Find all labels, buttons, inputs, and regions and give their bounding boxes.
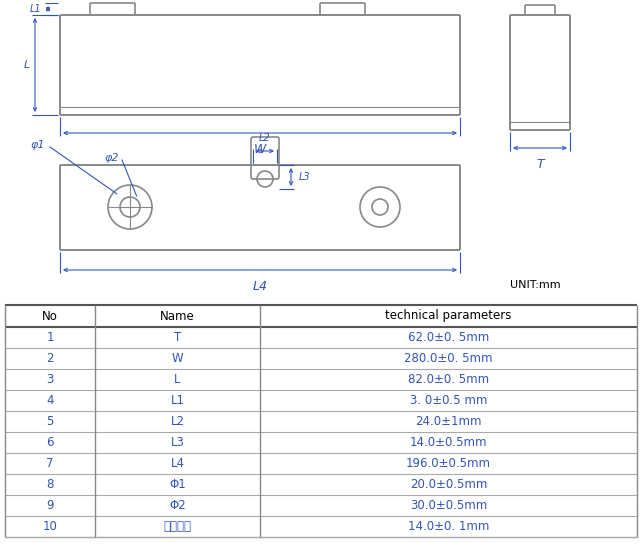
Text: No: No [42,310,58,323]
Text: 3: 3 [46,373,53,386]
Text: 62.0±0. 5mm: 62.0±0. 5mm [408,331,489,344]
Text: L4: L4 [170,457,185,470]
Text: L3: L3 [170,436,185,449]
Text: 24.0±1mm: 24.0±1mm [415,415,482,428]
Text: 6: 6 [46,436,54,449]
Text: L: L [174,373,181,386]
Text: 10: 10 [42,520,57,533]
Text: 螺柱总高: 螺柱总高 [163,520,192,533]
Text: L: L [24,60,30,70]
Text: 8: 8 [46,478,53,491]
Text: W: W [254,143,266,156]
Text: 7: 7 [46,457,54,470]
Text: L2: L2 [170,415,185,428]
Text: φ1: φ1 [31,140,45,150]
Text: 14.0±0.5mm: 14.0±0.5mm [410,436,487,449]
Text: L4: L4 [253,280,267,293]
Text: 4: 4 [46,394,54,407]
Text: T: T [536,158,544,171]
Text: Φ2: Φ2 [169,499,186,512]
Text: 280.0±0. 5mm: 280.0±0. 5mm [404,352,493,365]
Text: Φ1: Φ1 [169,478,186,491]
Text: 14.0±0. 1mm: 14.0±0. 1mm [408,520,489,533]
Text: 20.0±0.5mm: 20.0±0.5mm [410,478,487,491]
Text: UNIT:mm: UNIT:mm [510,280,561,290]
Text: technical parameters: technical parameters [385,310,512,323]
Text: Name: Name [160,310,195,323]
Text: 2: 2 [46,352,54,365]
Text: 196.0±0.5mm: 196.0±0.5mm [406,457,491,470]
Text: 82.0±0. 5mm: 82.0±0. 5mm [408,373,489,386]
Text: T: T [174,331,181,344]
Text: 9: 9 [46,499,54,512]
Text: 1: 1 [46,331,54,344]
Text: L3: L3 [299,172,311,182]
Text: 5: 5 [46,415,53,428]
Text: L1: L1 [30,4,41,14]
Text: 3. 0±0.5 mm: 3. 0±0.5 mm [410,394,487,407]
Text: L1: L1 [170,394,185,407]
Text: W: W [172,352,183,365]
Text: 30.0±0.5mm: 30.0±0.5mm [410,499,487,512]
Text: φ2: φ2 [105,153,119,163]
Text: L2: L2 [259,133,271,143]
